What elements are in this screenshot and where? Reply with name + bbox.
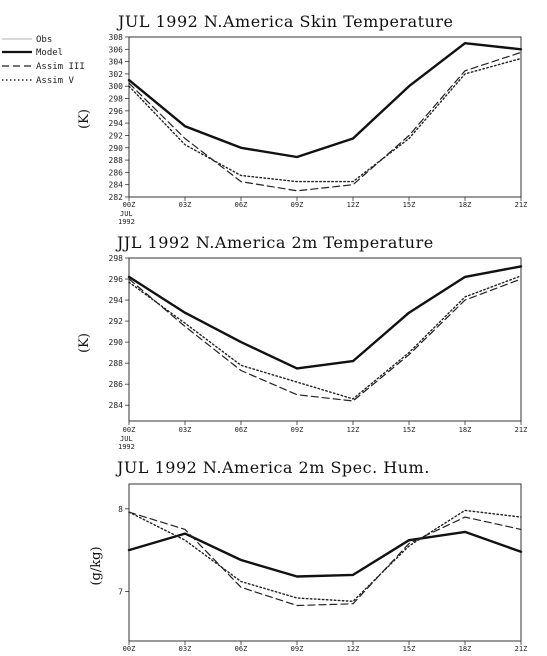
series-line-assim-v	[128, 275, 522, 400]
y-tick-label: 306	[109, 45, 124, 54]
x-tick-label: 12Z	[347, 645, 360, 653]
x-tick-label: 00Z	[123, 201, 136, 209]
y-tick-label: 7	[118, 587, 123, 596]
x-tick-label: 18Z	[459, 201, 472, 209]
x-tick-label: 03Z	[179, 426, 192, 434]
x-tick-label: 00Z	[123, 645, 136, 653]
x-axis-ticks-2m-spec-hum: 00Z 03Z 06Z 09Z 12Z 15Z 18Z 21Z	[123, 641, 528, 653]
legend-label-model: Model	[36, 48, 63, 58]
x-tick-label: 06Z	[235, 426, 248, 434]
x-date-year-skin-temperature: 1992	[118, 218, 135, 226]
plot-frame-2m-spec-hum	[128, 483, 522, 642]
x-tick-label: 06Z	[235, 645, 248, 653]
series-line-model	[127, 530, 523, 578]
x-axis-ticks-skin-temperature: 00Z 03Z 06Z 09Z 12Z 15Z 18Z 21Z	[123, 197, 528, 209]
legend-label-obs: Obs	[36, 35, 52, 45]
y-tick-label: 286	[109, 380, 124, 389]
x-tick-label: 09Z	[291, 201, 304, 209]
x-tick-label: 03Z	[179, 201, 192, 209]
x-tick-label: 21Z	[515, 426, 528, 434]
y-tick-label: 296	[109, 107, 124, 116]
x-date-month-skin-temperature: JUL	[120, 210, 133, 218]
chart-title-2m-spec-hum: JUL 1992 N.America 2m Spec. Hum.	[115, 458, 430, 477]
y-tick-label: 290	[109, 144, 124, 153]
x-tick-label: 21Z	[515, 201, 528, 209]
series-group-skin-temperature	[127, 42, 523, 192]
x-tick-label: 12Z	[347, 426, 360, 434]
x-tick-label: 09Z	[291, 426, 304, 434]
panel-skin-temperature: JUL 1992 N.America Skin Temperature (K) …	[77, 12, 527, 226]
y-tick-label: 292	[109, 317, 124, 326]
plot-frame-2m-temperature	[128, 257, 522, 422]
y-axis-ticks-skin-temperature: 282 284 286 288 290 292 294 296 298 300 302 304 306 3…	[109, 33, 129, 202]
series-line-assim-v	[128, 57, 522, 183]
y-tick-label: 8	[118, 505, 123, 514]
y-tick-label: 298	[109, 254, 124, 263]
y-axis-ticks-2m-spec-hum: 78	[118, 505, 129, 596]
y-tick-label: 282	[109, 193, 124, 202]
y-tick-label: 302	[109, 70, 124, 79]
y-tick-label: 284	[109, 401, 124, 410]
x-tick-label: 21Z	[515, 645, 528, 653]
y-tick-label: 284	[109, 181, 124, 190]
y-axis-label-skin-temperature: (K)	[77, 109, 92, 129]
x-tick-label: 15Z	[403, 426, 416, 434]
y-tick-label: 298	[109, 95, 124, 104]
x-tick-label: 09Z	[291, 645, 304, 653]
series-group-2m-temperature	[127, 265, 523, 402]
series-line-model	[127, 42, 523, 159]
y-tick-label: 294	[109, 119, 124, 128]
legend-label-assim5: Assim V	[36, 76, 75, 86]
legend: Obs Model Assim III Assim V	[2, 35, 85, 86]
series-line-assim-iii	[128, 278, 522, 402]
panel-2m-spec-hum: JUL 1992 N.America 2m Spec. Hum. (g/kg) …	[89, 458, 527, 653]
y-tick-label: 288	[109, 359, 124, 368]
y-tick-label: 304	[109, 58, 124, 67]
y-axis-label-2m-temperature: (K)	[77, 333, 92, 353]
series-line-assim-iii	[128, 51, 522, 192]
x-tick-label: 15Z	[403, 201, 416, 209]
series-line-model	[127, 265, 523, 370]
x-date-month-2m-temperature: JUL	[120, 435, 133, 443]
x-tick-label: 03Z	[179, 645, 192, 653]
x-tick-label: 12Z	[347, 201, 360, 209]
x-tick-label: 15Z	[403, 645, 416, 653]
y-tick-label: 296	[109, 275, 124, 284]
x-tick-label: 00Z	[123, 426, 136, 434]
x-axis-ticks-2m-temperature: 00Z 03Z 06Z 09Z 12Z 15Z 18Z 21Z	[123, 421, 528, 434]
legend-label-assim3: Assim III	[36, 62, 85, 72]
series-line-assim-iii	[128, 511, 522, 607]
chart-title-2m-temperature: JJL 1992 N.America 2m Temperature	[115, 233, 434, 252]
y-tick-label: 294	[109, 296, 124, 305]
series-group-2m-spec-hum	[127, 509, 523, 607]
y-tick-label: 308	[109, 33, 124, 42]
x-tick-label: 06Z	[235, 201, 248, 209]
plot-frame-skin-temperature	[128, 36, 522, 198]
y-axis-ticks-2m-temperature: 284 286 288 290 292 294 296 298	[109, 254, 129, 410]
series-line-assim-v	[128, 509, 522, 602]
x-date-year-2m-temperature: 1992	[118, 443, 135, 451]
y-tick-label: 288	[109, 156, 124, 165]
y-tick-label: 300	[109, 82, 124, 91]
y-tick-label: 286	[109, 168, 124, 177]
y-tick-label: 292	[109, 131, 124, 140]
y-axis-label-2m-spec-hum: (g/kg)	[89, 546, 104, 585]
panel-2m-temperature: JJL 1992 N.America 2m Temperature (K) 28…	[77, 233, 527, 451]
y-tick-label: 290	[109, 338, 124, 347]
chart-title-skin-temperature: JUL 1992 N.America Skin Temperature	[116, 12, 454, 31]
x-tick-label: 18Z	[459, 426, 472, 434]
x-tick-label: 18Z	[459, 645, 472, 653]
